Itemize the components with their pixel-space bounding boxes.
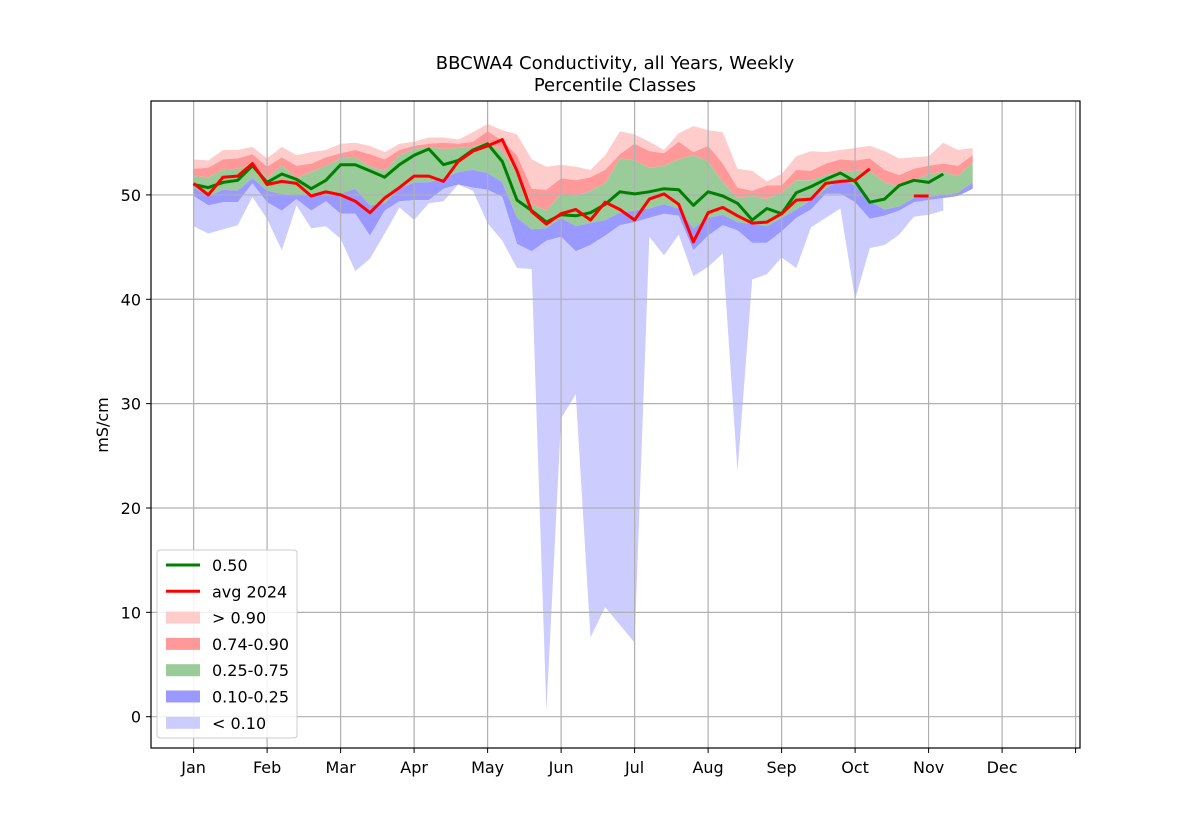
legend-label: > 0.90	[212, 609, 266, 628]
band-p25-p75	[193, 142, 973, 230]
legend-swatch-patch	[166, 637, 200, 650]
y-tick-label: 50	[121, 186, 141, 205]
x-tick-label: Jan	[180, 758, 206, 777]
y-axis-label: mS/cm	[93, 397, 112, 453]
x-tick-label: Dec	[987, 758, 1018, 777]
y-tick-label: 30	[121, 395, 141, 414]
band-p74-p90	[193, 131, 973, 211]
x-tick-label: Feb	[253, 758, 281, 777]
avg-2024-line	[192, 138, 929, 244]
legend-swatch-patch	[166, 690, 200, 703]
legend-label: avg 2024	[212, 582, 287, 601]
axes-frame	[150, 100, 1081, 749]
x-tick-label: Nov	[913, 758, 944, 777]
chart-title: BBCWA4 Conductivity, all Years, Weekly	[436, 53, 795, 74]
legend-swatch-patch	[166, 664, 200, 677]
x-tick-label: Jun	[548, 758, 574, 777]
x-tick-label: Apr	[400, 758, 428, 777]
legend-label: 0.10-0.25	[212, 688, 289, 707]
band-below-p10	[193, 183, 944, 712]
x-tick-label: Mar	[326, 758, 357, 777]
y-tick-label: 10	[121, 603, 141, 622]
legend-swatch-patch	[166, 611, 200, 624]
legend-label: 0.25-0.75	[212, 661, 289, 680]
band-p10-p25	[193, 169, 973, 252]
legend-label: 0.50	[212, 556, 248, 575]
legend-label: < 0.10	[212, 714, 266, 733]
y-tick-label: 40	[121, 290, 141, 309]
band-above-p90	[193, 124, 973, 191]
y-tick-label: 20	[121, 499, 141, 518]
x-tick-label: May	[471, 758, 504, 777]
chart-subtitle: Percentile Classes	[534, 75, 696, 96]
x-tick-label: Sep	[767, 758, 797, 777]
legend-swatch-patch	[166, 716, 200, 729]
y-tick-label: 0	[131, 708, 141, 727]
plot-area: 0 10 20 30 40 50 Jan Feb Mar Apr May Jun Jul Aug Sep Oc…	[121, 100, 1081, 777]
x-tick-label: Oct	[841, 758, 869, 777]
legend-label: 0.74-0.90	[212, 635, 289, 654]
x-tick-label: Jul	[624, 758, 644, 777]
median-line	[193, 142, 945, 224]
x-tick-label: Aug	[692, 758, 723, 777]
legend: 0.50 avg 2024 > 0.90 0.74-0.90 0.25-0.75 0.10…	[156, 549, 298, 739]
